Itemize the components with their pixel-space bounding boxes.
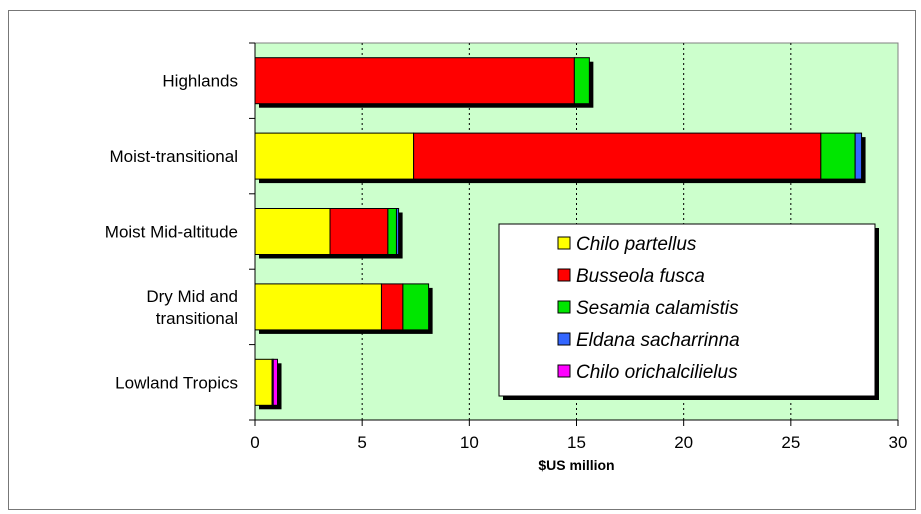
x-tick-label-30: 30: [889, 433, 908, 452]
bar-1-series-0: [254, 132, 415, 180]
x-tick-label-15: 15: [567, 433, 586, 452]
x-tick-label-0: 0: [250, 433, 259, 452]
bar-2-series-3: [395, 208, 400, 255]
x-axis-title: $US million: [538, 457, 614, 473]
bar-1-series-1: [413, 132, 822, 180]
bar-0-series-1: [254, 57, 575, 105]
legend-swatch-4: [557, 364, 571, 378]
bar-4-series-4: [272, 358, 279, 406]
legend-label-4: Chilo orichalcilielus: [576, 362, 738, 383]
legend-label-1: Busseola fusca: [576, 266, 705, 287]
x-tick-label-10: 10: [460, 433, 479, 452]
category-label-3-line-1: transitional: [156, 309, 238, 328]
bar-0-series-2: [573, 57, 590, 105]
x-tick-label-5: 5: [357, 433, 366, 452]
bar-3-series-1: [380, 283, 404, 331]
bar-3-series-2: [402, 283, 430, 331]
legend-swatch-3: [557, 332, 571, 346]
x-tick-label-20: 20: [674, 433, 693, 452]
legend-label-2: Sesamia calamistis: [576, 298, 739, 319]
category-label-2: Moist Mid-altitude: [105, 223, 238, 242]
category-label-3-line-0: Dry Mid and: [146, 287, 238, 306]
bar-2-series-2: [387, 208, 397, 255]
legend-label-3: Eldana sacharrinna: [576, 330, 740, 351]
bar-4-series-0: [254, 358, 273, 406]
category-label-0: Highlands: [162, 72, 238, 91]
legend-label-0: Chilo partellus: [576, 234, 697, 255]
legend-swatch-2: [557, 300, 571, 314]
category-label-4: Lowland Tropics: [115, 373, 238, 392]
legend-swatch-1: [557, 268, 571, 282]
x-tick-label-25: 25: [781, 433, 800, 452]
bar-3-series-0: [254, 283, 382, 331]
category-label-1: Moist-transitional: [110, 147, 239, 166]
bar-1-series-3: [854, 132, 863, 180]
legend-swatch-0: [557, 236, 571, 250]
bar-2-series-0: [254, 208, 331, 255]
bar-2-series-1: [329, 208, 389, 255]
bar-1-series-2: [820, 132, 856, 180]
